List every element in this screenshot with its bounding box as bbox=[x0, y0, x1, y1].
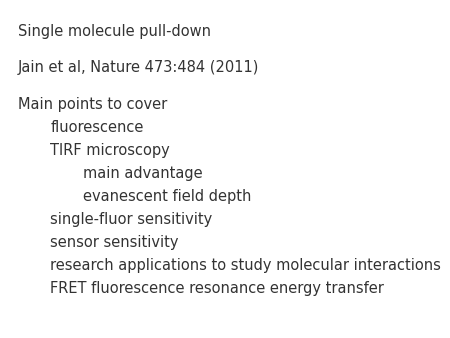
Text: sensor sensitivity: sensor sensitivity bbox=[50, 235, 179, 250]
Text: Main points to cover: Main points to cover bbox=[18, 97, 167, 112]
Text: fluorescence: fluorescence bbox=[50, 120, 144, 135]
Text: Jain et al, Nature 473:484 (2011): Jain et al, Nature 473:484 (2011) bbox=[18, 61, 259, 75]
Text: FRET fluorescence resonance energy transfer: FRET fluorescence resonance energy trans… bbox=[50, 281, 384, 296]
Text: main advantage: main advantage bbox=[83, 166, 202, 181]
Text: research applications to study molecular interactions: research applications to study molecular… bbox=[50, 258, 441, 273]
Text: evanescent field depth: evanescent field depth bbox=[83, 189, 251, 204]
Text: Single molecule pull-down: Single molecule pull-down bbox=[18, 24, 211, 39]
Text: single-fluor sensitivity: single-fluor sensitivity bbox=[50, 212, 213, 227]
Text: TIRF microscopy: TIRF microscopy bbox=[50, 143, 170, 158]
